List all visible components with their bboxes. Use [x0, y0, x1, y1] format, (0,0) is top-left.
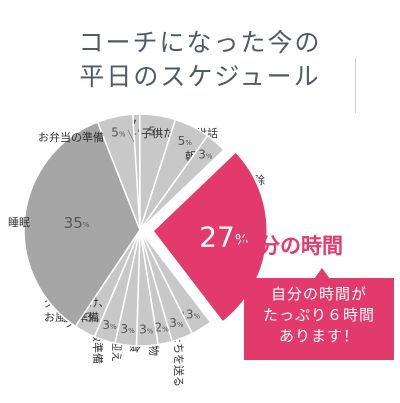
- slice-value-unit: %: [177, 321, 184, 329]
- callout-line-2: たっぷり６時間: [262, 306, 375, 324]
- slice-value-label: 35%: [64, 214, 90, 232]
- slice-value-unit: %: [185, 139, 192, 147]
- slice-value-number: 2: [154, 320, 162, 334]
- slice-value-unit: %: [147, 328, 154, 336]
- slice-value-label: 3%: [169, 316, 184, 330]
- slice-value-unit: %: [110, 323, 117, 331]
- slice-value-number: 3: [198, 148, 206, 162]
- slice-category-label: 睡眠: [8, 216, 30, 229]
- slice-value-number: 3: [139, 323, 147, 337]
- slice-value-unit: %: [235, 232, 248, 248]
- pie-slice-4: [139, 134, 225, 231]
- highlight-heading: 自分の時間: [238, 234, 343, 258]
- title-divider: [355, 58, 356, 113]
- slice-value-label: 3%: [85, 311, 100, 325]
- slice-value-label: 27%: [199, 220, 248, 253]
- slice-value-unit: %: [128, 327, 135, 335]
- pie-slice-14: [96, 113, 141, 231]
- callout-line-3: あります！: [278, 327, 359, 345]
- slice-value-number: 3: [102, 318, 110, 332]
- slice-value-unit: %: [194, 312, 201, 320]
- slice-value-unit: %: [119, 131, 126, 139]
- page-title: コーチになった今の 平日のスケジュール: [0, 26, 400, 94]
- leader-line: [127, 129, 135, 143]
- title-line-2: 平日のスケジュール: [79, 62, 321, 91]
- slice-value-label: 5%: [148, 124, 163, 138]
- slice-value-label: 5%: [111, 126, 126, 140]
- slice-value-unit: %: [206, 153, 213, 161]
- slice-category-label: お弁当の準備: [38, 130, 104, 144]
- slice-value-number: 3: [186, 307, 194, 321]
- callout-pointer: [314, 268, 330, 279]
- callout-line-1: 自分の時間が: [270, 285, 367, 303]
- slice-value-label: 2%: [154, 320, 169, 334]
- slice-value-number: 5: [111, 126, 119, 140]
- pie-slice-5: [149, 148, 270, 326]
- slice-value-number: 27: [199, 220, 235, 253]
- pie-slice-13: [23, 121, 141, 328]
- slice-value-number: 3: [121, 322, 129, 336]
- slice-value-unit: %: [162, 325, 169, 333]
- slice-value-unit: %: [83, 221, 90, 229]
- slice-value-label: 3%: [102, 318, 117, 332]
- title-line-1: コーチになった今の: [78, 28, 322, 57]
- slice-value-label: 3%: [186, 307, 201, 321]
- slice-value-label: 3%: [139, 323, 154, 337]
- slice-value-unit: %: [156, 129, 163, 137]
- slice-value-unit: %: [93, 316, 100, 324]
- slice-value-label: 3%: [198, 148, 213, 162]
- slice-value-label: 5%: [178, 134, 193, 148]
- slice-value-label: 3%: [121, 322, 136, 336]
- slice-value-number: 5: [148, 124, 156, 138]
- slice-value-number: 3: [169, 316, 177, 330]
- slice-value-number: 5: [178, 134, 186, 148]
- slice-value-number: 3: [85, 311, 93, 325]
- slice-value-number: 35: [64, 214, 83, 232]
- callout-box: 自分の時間が たっぷり６時間 あります！: [244, 278, 394, 360]
